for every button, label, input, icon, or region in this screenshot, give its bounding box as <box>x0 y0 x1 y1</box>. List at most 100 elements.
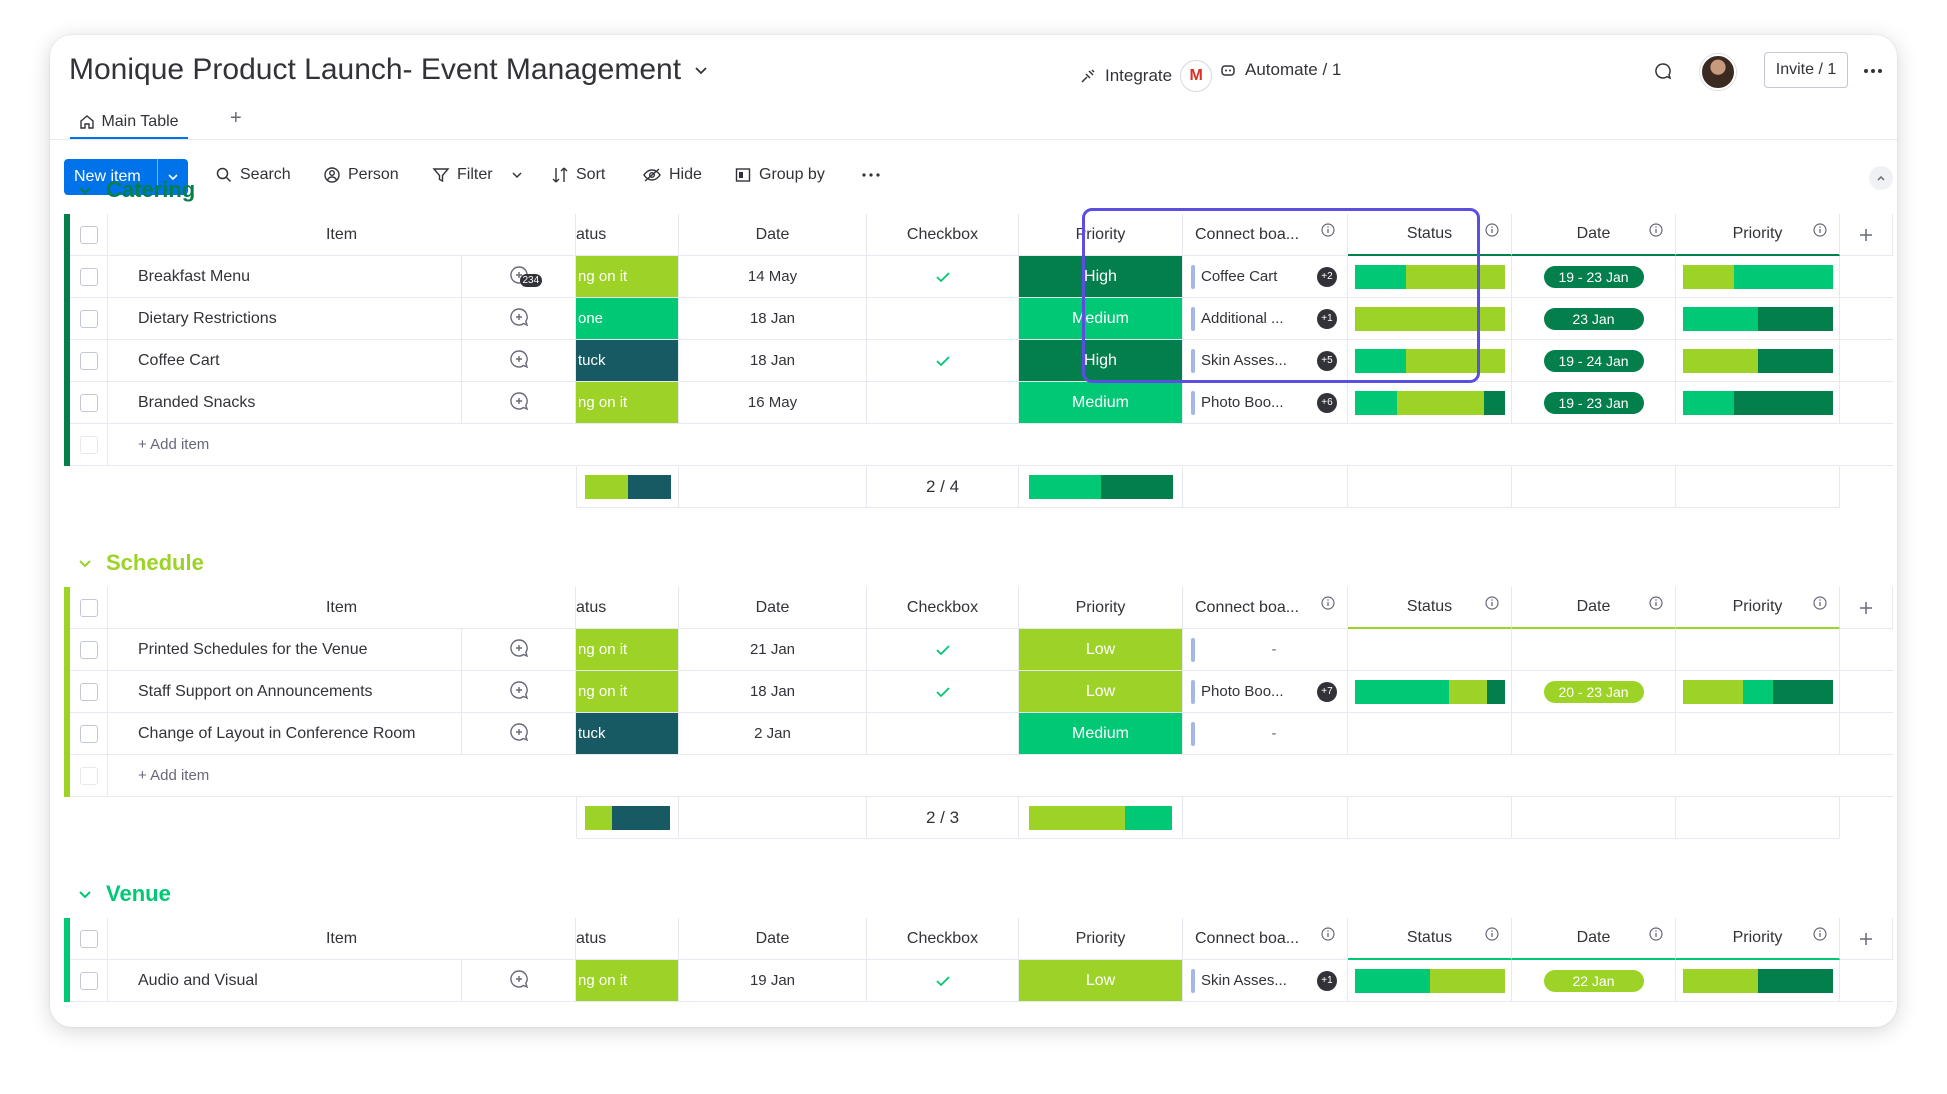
avatar[interactable] <box>1700 54 1736 90</box>
add-update-icon[interactable]: 234 <box>508 264 543 290</box>
mirror-status-cell[interactable] <box>1348 713 1512 755</box>
timeline-cell[interactable]: 19 - 24 Jan <box>1512 340 1676 382</box>
mirror-priority-cell[interactable] <box>1676 298 1840 340</box>
item-name-cell[interactable]: Dietary Restrictions <box>108 298 462 340</box>
timeline-cell[interactable] <box>1512 629 1676 671</box>
select-all-cell[interactable] <box>70 918 108 960</box>
add-item-input[interactable]: + Add item <box>108 424 1893 466</box>
updates-cell[interactable] <box>462 671 576 713</box>
row-select-cell[interactable] <box>70 382 108 424</box>
checkbox-cell[interactable] <box>867 382 1019 424</box>
mirror-priority-cell[interactable] <box>1676 671 1840 713</box>
priority-cell[interactable]: Low <box>1019 960 1183 1002</box>
chevron-down-icon[interactable] <box>693 62 709 78</box>
checkbox-cell[interactable] <box>867 629 1019 671</box>
integrate-button[interactable]: Integrate M <box>1079 60 1213 92</box>
status-cell[interactable]: ng on it <box>576 629 679 671</box>
updates-icon[interactable] <box>1653 61 1673 86</box>
date-cell[interactable]: 2 Jan <box>679 713 867 755</box>
status-cell[interactable]: tuck <box>576 713 679 755</box>
mirror-priority-cell[interactable] <box>1676 960 1840 1002</box>
select-all-cell[interactable] <box>70 214 108 256</box>
checkbox[interactable] <box>79 225 98 244</box>
timeline-cell[interactable]: 22 Jan <box>1512 960 1676 1002</box>
mirror-priority-cell[interactable] <box>1676 340 1840 382</box>
column-header-date[interactable]: Date <box>679 587 867 629</box>
checkbox[interactable] <box>79 267 98 286</box>
timeline-cell[interactable] <box>1512 713 1676 755</box>
row-select-cell[interactable] <box>70 629 108 671</box>
column-header-connect[interactable]: Connect boa... <box>1183 918 1348 960</box>
connect-boards-cell[interactable]: Photo Boo... +6 <box>1183 382 1348 424</box>
checkbox[interactable] <box>79 393 98 412</box>
checkbox[interactable] <box>79 929 98 948</box>
row-select-cell[interactable] <box>70 340 108 382</box>
search-button[interactable]: Search <box>215 166 291 184</box>
priority-cell[interactable]: Medium <box>1019 713 1183 755</box>
connect-boards-cell[interactable]: - <box>1183 629 1348 671</box>
updates-cell[interactable] <box>462 340 576 382</box>
checkbox[interactable] <box>79 971 98 990</box>
mirror-priority-cell[interactable] <box>1676 629 1840 671</box>
checkbox-cell[interactable] <box>867 713 1019 755</box>
mirror-priority-cell[interactable] <box>1676 382 1840 424</box>
column-header-status[interactable]: Status <box>1348 918 1512 960</box>
connect-boards-cell[interactable]: Photo Boo... +7 <box>1183 671 1348 713</box>
status-cell[interactable]: tuck <box>576 340 679 382</box>
row-select-cell[interactable] <box>70 713 108 755</box>
priority-cell[interactable]: Low <box>1019 629 1183 671</box>
column-header-date2[interactable]: Date <box>1512 918 1676 960</box>
column-header-status[interactable]: Status <box>1348 587 1512 629</box>
column-header-status[interactable]: atus <box>576 918 679 960</box>
collapse-header-button[interactable] <box>1869 166 1893 190</box>
mirror-status-cell[interactable] <box>1348 340 1512 382</box>
date-cell[interactable]: 14 May <box>679 256 867 298</box>
add-update-icon[interactable] <box>508 306 530 332</box>
chevron-down-icon[interactable] <box>157 159 188 195</box>
column-header-status[interactable]: atus <box>576 214 679 256</box>
column-header-connect[interactable]: Connect boa... <box>1183 214 1348 256</box>
add-item-input[interactable]: + Add item <box>108 755 1893 797</box>
status-cell[interactable]: one <box>576 298 679 340</box>
date-cell[interactable]: 19 Jan <box>679 960 867 1002</box>
add-update-icon[interactable] <box>508 721 530 747</box>
chevron-down-icon[interactable] <box>510 168 524 182</box>
column-header-prio2[interactable]: Priority <box>1676 214 1840 256</box>
column-header-status[interactable]: Status <box>1348 214 1512 256</box>
mirror-status-cell[interactable] <box>1348 629 1512 671</box>
row-select-cell[interactable] <box>70 960 108 1002</box>
select-all-cell[interactable] <box>70 587 108 629</box>
add-update-icon[interactable] <box>508 348 530 374</box>
item-name-cell[interactable]: Change of Layout in Conference Room <box>108 713 462 755</box>
mirror-status-cell[interactable] <box>1348 960 1512 1002</box>
date-cell[interactable]: 18 Jan <box>679 298 867 340</box>
checkbox-cell[interactable] <box>867 256 1019 298</box>
timeline-cell[interactable]: 20 - 23 Jan <box>1512 671 1676 713</box>
connect-boards-cell[interactable]: Skin Asses... +1 <box>1183 960 1348 1002</box>
add-update-icon[interactable] <box>508 679 530 705</box>
connect-boards-cell[interactable]: Coffee Cart +2 <box>1183 256 1348 298</box>
add-update-icon[interactable] <box>508 968 530 994</box>
add-update-icon[interactable] <box>508 637 530 663</box>
priority-cell[interactable]: Medium <box>1019 298 1183 340</box>
more-tools-icon[interactable] <box>860 166 882 184</box>
column-header-connect[interactable]: Connect boa... <box>1183 587 1348 629</box>
column-header-date2[interactable]: Date <box>1512 214 1676 256</box>
group-title[interactable]: Catering <box>78 177 195 203</box>
mirror-priority-cell[interactable] <box>1676 256 1840 298</box>
checkbox-cell[interactable] <box>867 340 1019 382</box>
status-cell[interactable]: ng on it <box>576 256 679 298</box>
add-update-icon[interactable] <box>508 390 530 416</box>
item-name-cell[interactable]: Branded Snacks <box>108 382 462 424</box>
checkbox-cell[interactable] <box>867 960 1019 1002</box>
updates-cell[interactable] <box>462 960 576 1002</box>
status-cell[interactable]: ng on it <box>576 382 679 424</box>
column-header-date2[interactable]: Date <box>1512 587 1676 629</box>
tab-main-table[interactable]: Main Table <box>70 107 188 139</box>
date-cell[interactable]: 18 Jan <box>679 671 867 713</box>
updates-cell[interactable] <box>462 382 576 424</box>
updates-cell[interactable] <box>462 298 576 340</box>
checkbox[interactable] <box>79 598 98 617</box>
connect-boards-cell[interactable]: - <box>1183 713 1348 755</box>
item-name-cell[interactable]: Coffee Cart <box>108 340 462 382</box>
